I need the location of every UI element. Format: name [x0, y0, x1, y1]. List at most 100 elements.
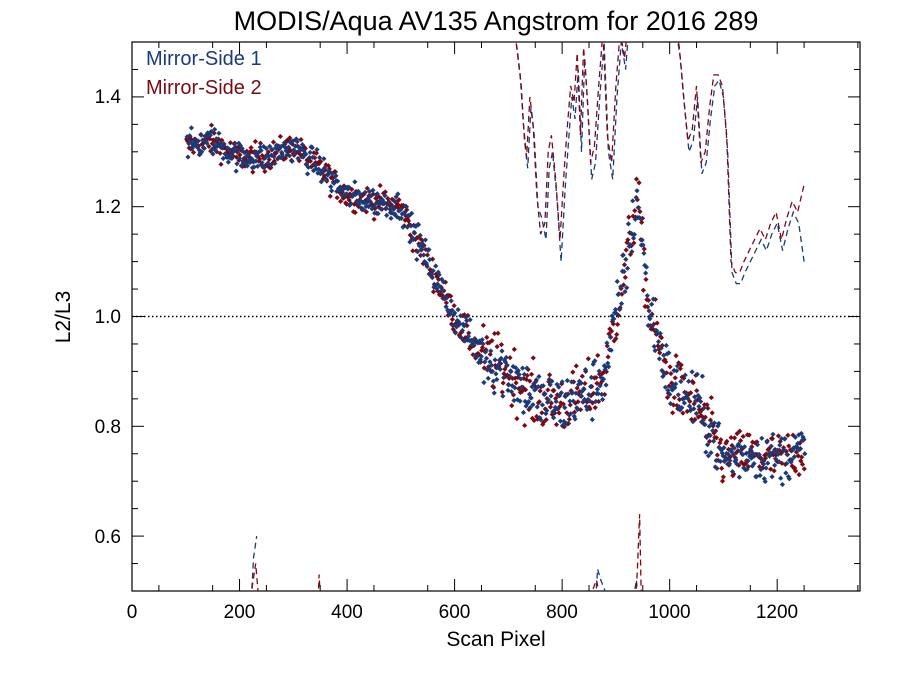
- point-mirror-side-2: [623, 247, 629, 253]
- point-mirror-side-2: [587, 406, 593, 412]
- point-mirror-side-2: [557, 403, 563, 409]
- point-mirror-side-1: [516, 371, 522, 378]
- point-mirror-side-2: [259, 152, 265, 159]
- x-tick-label: 1200: [756, 602, 798, 623]
- point-mirror-side-1: [225, 159, 232, 165]
- point-mirror-side-2: [494, 344, 500, 350]
- point-mirror-side-1: [674, 363, 681, 369]
- point-mirror-side-1: [581, 396, 588, 403]
- point-mirror-side-1: [185, 154, 191, 160]
- point-mirror-side-1: [600, 376, 607, 382]
- point-mirror-side-2: [323, 162, 329, 168]
- point-mirror-side-1: [768, 443, 774, 449]
- point-mirror-side-2: [487, 351, 493, 357]
- point-mirror-side-1: [515, 368, 521, 374]
- point-mirror-side-1: [776, 459, 782, 465]
- point-mirror-side-2: [690, 380, 696, 386]
- point-mirror-side-2: [658, 335, 665, 341]
- point-mirror-side-2: [534, 416, 541, 422]
- point-mirror-side-1: [620, 252, 626, 258]
- point-mirror-side-1: [709, 420, 715, 427]
- point-mirror-side-1: [459, 327, 465, 334]
- point-mirror-side-1: [204, 140, 210, 146]
- point-mirror-side-1: [547, 382, 553, 388]
- point-mirror-side-2: [539, 410, 545, 416]
- point-mirror-side-1: [517, 398, 523, 404]
- point-mirror-side-2: [575, 399, 581, 405]
- point-mirror-side-1: [649, 323, 656, 329]
- point-mirror-side-1: [443, 304, 449, 310]
- point-mirror-side-2: [218, 161, 224, 167]
- point-mirror-side-2: [542, 406, 548, 412]
- point-mirror-side-1: [590, 361, 596, 367]
- point-mirror-side-1: [226, 146, 232, 152]
- point-mirror-side-1: [281, 140, 287, 146]
- point-mirror-side-1: [341, 192, 348, 198]
- point-mirror-side-1: [457, 320, 463, 327]
- point-mirror-side-2: [464, 323, 470, 329]
- point-mirror-side-1: [353, 199, 360, 205]
- point-mirror-side-2: [476, 352, 482, 358]
- point-mirror-side-2: [498, 341, 505, 348]
- point-mirror-side-1: [495, 362, 502, 368]
- point-mirror-side-1: [557, 418, 564, 424]
- point-mirror-side-1: [556, 384, 562, 390]
- point-mirror-side-1: [415, 221, 422, 228]
- point-mirror-side-1: [756, 451, 762, 458]
- point-mirror-side-2: [790, 432, 796, 438]
- point-mirror-side-1: [201, 145, 207, 151]
- point-mirror-side-1: [343, 191, 349, 197]
- point-mirror-side-2: [799, 461, 806, 468]
- point-mirror-side-1: [508, 389, 515, 395]
- point-mirror-side-1: [364, 200, 370, 206]
- point-mirror-side-2: [399, 204, 406, 210]
- point-mirror-side-2: [667, 364, 673, 370]
- point-mirror-side-2: [789, 463, 795, 469]
- point-mirror-side-1: [600, 396, 606, 403]
- point-mirror-side-1: [531, 381, 537, 387]
- point-mirror-side-1: [294, 138, 300, 145]
- point-mirror-side-2: [529, 415, 535, 421]
- point-mirror-side-1: [784, 452, 791, 458]
- point-mirror-side-2: [775, 433, 782, 439]
- point-mirror-side-1: [791, 454, 798, 460]
- point-mirror-side-1: [741, 444, 748, 450]
- point-mirror-side-1: [655, 330, 661, 337]
- point-mirror-side-1: [633, 194, 639, 201]
- point-mirror-side-1: [489, 362, 495, 368]
- point-mirror-side-1: [386, 200, 392, 206]
- point-mirror-side-2: [654, 320, 660, 326]
- point-mirror-side-1: [454, 318, 460, 324]
- point-mirror-side-2: [724, 438, 730, 444]
- point-mirror-side-1: [682, 372, 688, 378]
- point-mirror-side-1: [559, 379, 565, 385]
- y-tick-label: 0.8: [95, 417, 121, 438]
- point-mirror-side-1: [661, 352, 667, 358]
- point-mirror-side-1: [236, 155, 243, 161]
- point-mirror-side-1: [251, 164, 257, 170]
- point-mirror-side-1: [498, 355, 504, 361]
- point-mirror-side-2: [778, 450, 784, 457]
- point-mirror-side-2: [630, 213, 636, 219]
- point-mirror-side-2: [307, 158, 314, 164]
- point-mirror-side-2: [295, 149, 302, 155]
- point-mirror-side-1: [440, 279, 447, 285]
- point-mirror-side-1: [643, 264, 650, 270]
- point-mirror-side-2: [704, 402, 710, 408]
- point-mirror-side-1: [777, 442, 783, 448]
- point-mirror-side-2: [793, 449, 800, 455]
- point-mirror-side-1: [368, 193, 374, 199]
- point-mirror-side-2: [396, 197, 402, 203]
- point-mirror-side-1: [758, 466, 764, 473]
- point-mirror-side-1: [483, 349, 489, 355]
- point-mirror-side-2: [371, 216, 377, 222]
- point-mirror-side-2: [308, 164, 314, 170]
- point-mirror-side-2: [346, 197, 352, 203]
- point-mirror-side-1: [414, 256, 420, 263]
- point-mirror-side-1: [388, 215, 394, 221]
- point-mirror-side-2: [522, 422, 528, 429]
- point-mirror-side-1: [580, 399, 586, 405]
- point-mirror-side-1: [511, 397, 517, 404]
- point-mirror-side-1: [477, 338, 483, 344]
